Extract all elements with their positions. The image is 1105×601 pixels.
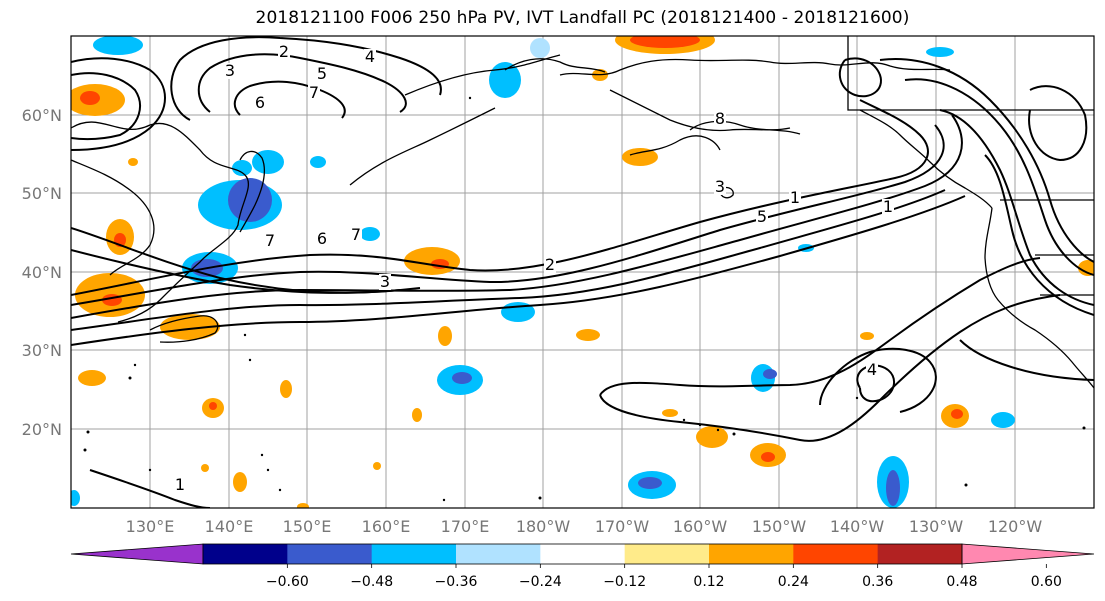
lat-label: 40°N (22, 263, 62, 282)
contour-label: 5 (757, 207, 767, 226)
lon-label: 160°E (362, 517, 411, 536)
islands (83, 96, 1086, 502)
contour-label: 2 (545, 255, 555, 274)
colorbar-segment (877, 544, 963, 564)
lon-label: 170°E (441, 517, 490, 536)
colorbar-tick-label: 0.48 (946, 574, 977, 590)
contour-label: 7 (265, 231, 275, 250)
contour-label: 6 (317, 229, 327, 248)
colorbar-segment (793, 544, 879, 564)
lon-label: 140°W (830, 517, 885, 536)
lon-label: 130°W (909, 517, 964, 536)
colorbar-segment (203, 544, 288, 564)
contour-label: 1 (883, 197, 893, 216)
longitude-labels: 130°E 140°E 150°E 160°E 170°E 180°W 170°W 160°W… (126, 517, 1043, 536)
lon-label: 180°W (516, 517, 571, 536)
colorbar-segment (456, 544, 541, 564)
contour-label: 3 (225, 61, 235, 80)
colorbar-tick-label: −0.12 (603, 574, 646, 590)
colorbar-tick-label: 0.60 (1031, 574, 1062, 590)
colorbar-tick-label: −0.48 (350, 574, 393, 590)
colorbar-segment (287, 544, 373, 564)
contour-label: 1 (790, 188, 800, 207)
lat-label: 30°N (22, 341, 62, 360)
ivt-contours (71, 36, 1094, 508)
lon-label: 170°W (595, 517, 650, 536)
contour-label: 6 (255, 93, 265, 112)
contour-label: 3 (715, 177, 725, 196)
map-title: 2018121100 F006 250 hPa PV, IVT Landfall… (255, 8, 910, 28)
latitude-labels: 60°N 50°N 40°N 30°N 20°N (22, 106, 62, 439)
lat-label: 50°N (22, 184, 62, 203)
colorbar-segment (540, 544, 626, 564)
colorbar-tick-label: 0.24 (778, 574, 809, 590)
contour-label: 2 (279, 42, 289, 61)
colorbar-tick-label: 0.36 (862, 574, 893, 590)
lon-label: 130°E (126, 517, 175, 536)
contour-label: 4 (365, 47, 375, 66)
contour-label: 7 (309, 83, 319, 102)
contour-label: 4 (867, 360, 877, 379)
lon-label: 120°W (988, 517, 1043, 536)
colorbar-tick-label: −0.36 (435, 574, 478, 590)
lon-label: 160°W (673, 517, 728, 536)
contour-label: 8 (715, 109, 725, 128)
colorbar-tick-label: −0.60 (266, 574, 309, 590)
contour-label: 1 (175, 475, 185, 494)
lon-label: 150°W (752, 517, 807, 536)
map-frame (70, 35, 1095, 509)
colorbar-tick-label: −0.24 (519, 574, 562, 590)
contour-label: 5 (317, 64, 327, 83)
pv-shading-positive (71, 36, 1094, 508)
colorbar-extend-min (70, 543, 204, 565)
colorbar-extend-max (961, 543, 1095, 565)
lon-label: 140°E (205, 517, 254, 536)
contour-label: 3 (380, 272, 390, 291)
colorbar-segment (624, 544, 710, 564)
lat-label: 60°N (22, 106, 62, 125)
colorbar-segment (709, 544, 794, 564)
colorbar: −0.60 −0.48 −0.36 −0.24 −0.12 0.12 0.24 0.36 0.4… (70, 543, 1095, 590)
colorbar-segment (371, 544, 457, 564)
lon-label: 150°E (283, 517, 332, 536)
colorbar-tick-label: 0.12 (693, 574, 724, 590)
lat-label: 20°N (22, 420, 62, 439)
contour-label: 7 (351, 225, 361, 244)
